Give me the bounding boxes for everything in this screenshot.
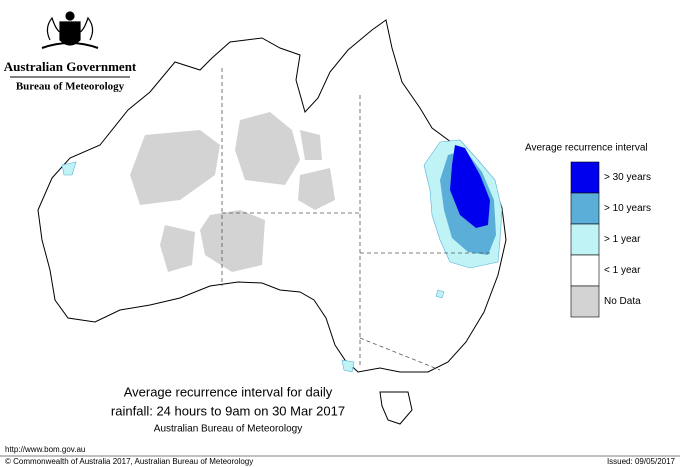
legend-label: > 10 years [604, 203, 651, 214]
legend-swatch [570, 161, 600, 194]
caption-source: Australian Bureau of Meteorology [154, 424, 302, 435]
caption-line: Average recurrence interval for daily [124, 384, 333, 399]
legend-label: No Data [604, 296, 641, 307]
tasmania [379, 391, 413, 425]
footer-url[interactable]: http://www.bom.gov.au [5, 445, 85, 454]
caption-line: rainfall: 24 hours to 9am on 30 Mar 2017 [111, 403, 345, 418]
legend-swatch [570, 192, 600, 225]
mainland [37, 19, 507, 373]
footer-issued: Issued: 09/05/2017 [607, 457, 676, 466]
no-data-areas [130, 112, 335, 272]
map [37, 19, 507, 425]
legend-swatch [570, 223, 600, 256]
legend: > 30 years > 10 years > 1 year < 1 year No D… [570, 161, 651, 318]
rainfall-areas [61, 139, 503, 373]
legend-label: < 1 year [604, 265, 641, 276]
legend-label: > 1 year [604, 234, 641, 245]
legend-swatch [570, 254, 600, 287]
state-borders [221, 68, 490, 371]
coat-of-arms [41, 11, 99, 49]
header-subtitle: Bureau of Meteorology [16, 81, 125, 93]
legend-swatch [570, 285, 600, 318]
header-title: Australian Government [4, 59, 137, 74]
footer-copyright: © Commonwealth of Australia 2017, Austra… [5, 457, 253, 466]
legend-label: > 30 years [604, 172, 651, 183]
legend-title: Average recurrence interval [525, 143, 648, 154]
